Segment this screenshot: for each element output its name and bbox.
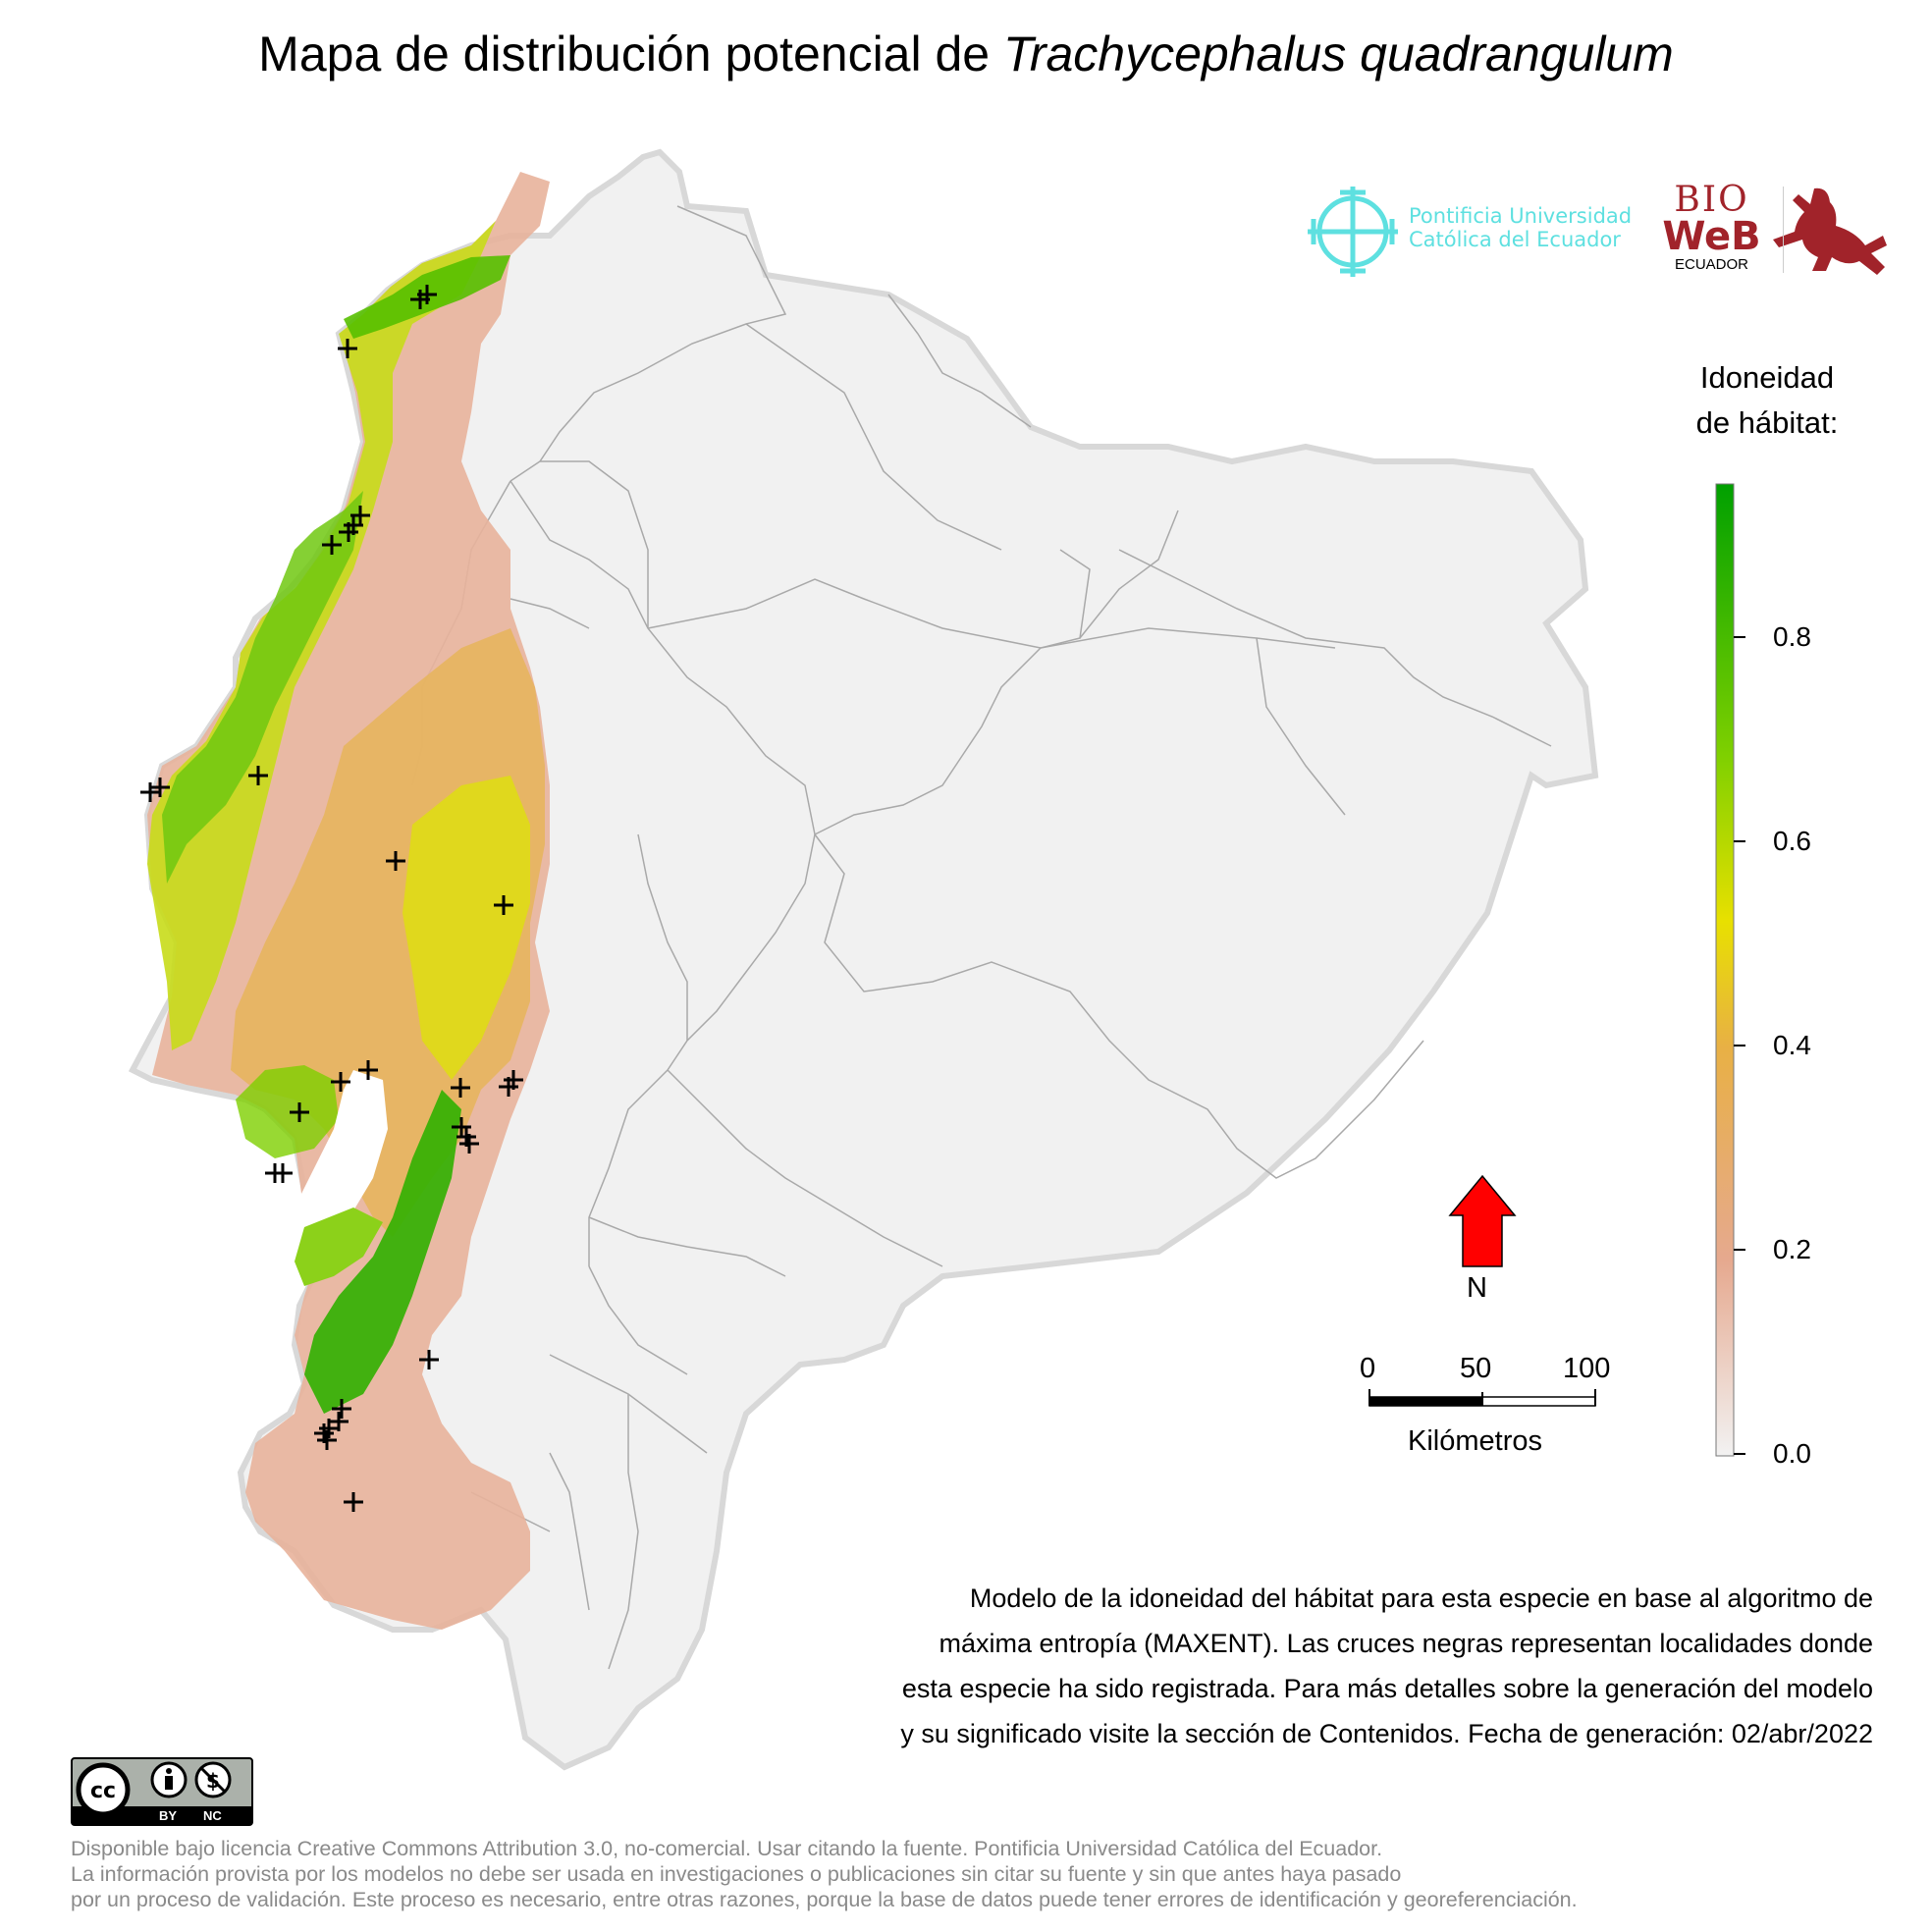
occurrence-cross: [248, 766, 268, 785]
occurrence-cross: [338, 339, 357, 358]
scale-label-50: 50: [1460, 1353, 1492, 1384]
bioweb-bio-text: BIO: [1674, 180, 1749, 220]
occurrence-cross: [290, 1102, 309, 1122]
occurrence-cross: [494, 895, 513, 915]
occurrence-cross: [322, 535, 342, 555]
legend-tick-label: 0.6: [1773, 826, 1811, 856]
cc-by-label: BY: [159, 1808, 178, 1823]
occurrence-cross: [150, 778, 170, 797]
legend-tick-label: 0.0: [1773, 1438, 1811, 1469]
occurrence-cross: [317, 1430, 337, 1450]
occurrence-cross: [459, 1134, 479, 1154]
legend-colorbar: [1715, 483, 1745, 1457]
bioweb-web-text: WeB: [1662, 214, 1761, 259]
occurrence-cross: [419, 1350, 439, 1369]
cc-nc-label: NC: [203, 1808, 222, 1823]
scale-label-0: 0: [1360, 1353, 1376, 1384]
bioweb-sub-text: ECUADOR: [1674, 256, 1748, 273]
suitability-yellow-center: [402, 776, 530, 1080]
cc-icon: [76, 1762, 131, 1817]
occurrence-cross: [319, 1419, 339, 1438]
occurrence-cross: [417, 285, 437, 304]
north-label: N: [1467, 1272, 1487, 1304]
province-borders: [411, 205, 1552, 1670]
occurrence-cross: [339, 522, 358, 542]
occurrence-crosses: [140, 285, 523, 1512]
north-arrow-icon: [1448, 1174, 1517, 1267]
svg-text:cc: cc: [90, 1779, 116, 1803]
scale-label-100: 100: [1563, 1353, 1611, 1384]
model-description: Modelo de la idoneidad del hábitat para …: [900, 1583, 1873, 1748]
occurrence-cross: [451, 1078, 470, 1098]
legend-tick-label: 0.8: [1773, 621, 1811, 652]
occurrence-cross: [140, 782, 160, 802]
map-title: Mapa de distribución potencial de Trachy…: [258, 27, 1674, 81]
suitability-green-coast: [162, 491, 363, 884]
puce-name: Pontificia Universidad Católica del Ecua…: [1409, 204, 1633, 251]
legend-tick-label: 0.2: [1773, 1234, 1811, 1264]
suitability-high-west: [147, 221, 496, 1050]
legend-tick-label: 0.4: [1773, 1030, 1811, 1060]
occurrence-cross: [344, 1492, 363, 1512]
occurrence-cross: [358, 1060, 378, 1080]
occurrence-cross: [273, 1163, 293, 1183]
puce-logo-icon: [1308, 187, 1398, 277]
occurrence-cross: [386, 851, 405, 871]
cc-license-badge[interactable]: cc $ BY NC: [71, 1757, 253, 1826]
scale-bar: [1368, 1389, 1596, 1407]
occurrence-cross: [499, 1077, 518, 1097]
puce-logo[interactable]: Pontificia Universidad Católica del Ecua…: [1311, 185, 1635, 283]
occurrence-cross: [452, 1117, 471, 1137]
license-footer: Disponible bajo licencia Creative Common…: [71, 1837, 1578, 1911]
species-name: Trachycephalus quadrangulum: [1003, 27, 1674, 81]
scale-unit: Kilómetros: [1408, 1425, 1542, 1457]
frog-icon: [1773, 188, 1887, 275]
puna-island: [295, 1208, 383, 1286]
suitability-green-santaelena: [236, 1065, 339, 1158]
bioweb-logo[interactable]: BIO WeB ECUADOR: [1645, 183, 1905, 281]
occurrence-cross: [331, 1072, 350, 1092]
occurrence-cross: [332, 1399, 351, 1419]
gulf-water: [295, 1070, 388, 1266]
suitability-green-south: [304, 1090, 461, 1414]
logo-divider: [1783, 187, 1784, 273]
legend-title: Idoneidad de hábitat:: [1695, 360, 1839, 440]
